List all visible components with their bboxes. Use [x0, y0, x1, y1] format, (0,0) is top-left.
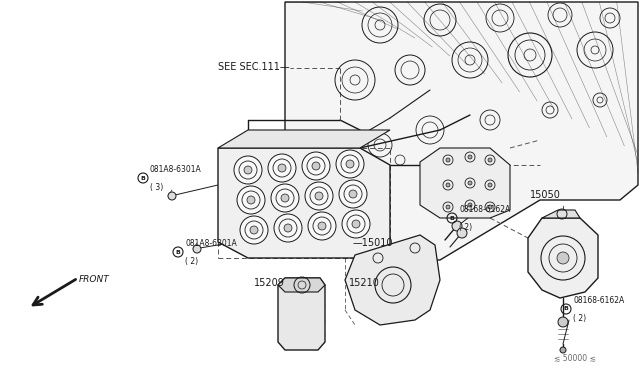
Circle shape	[237, 186, 265, 214]
Circle shape	[468, 181, 472, 185]
Circle shape	[312, 162, 320, 170]
Circle shape	[560, 347, 566, 353]
Circle shape	[557, 252, 569, 264]
Circle shape	[302, 152, 330, 180]
Circle shape	[193, 245, 201, 253]
Text: 15209: 15209	[254, 278, 285, 288]
Circle shape	[268, 154, 296, 182]
Circle shape	[281, 194, 289, 202]
Circle shape	[284, 224, 292, 232]
Circle shape	[446, 183, 450, 187]
Circle shape	[318, 222, 326, 230]
Circle shape	[250, 226, 258, 234]
Circle shape	[342, 210, 370, 238]
Circle shape	[308, 212, 336, 240]
Circle shape	[336, 150, 364, 178]
Circle shape	[305, 182, 333, 210]
Circle shape	[488, 183, 492, 187]
Circle shape	[271, 184, 299, 212]
Circle shape	[488, 158, 492, 162]
Circle shape	[468, 155, 472, 159]
Polygon shape	[345, 235, 440, 325]
Circle shape	[558, 317, 568, 327]
Text: B: B	[141, 176, 145, 180]
Polygon shape	[278, 278, 325, 292]
Polygon shape	[278, 278, 325, 350]
Text: SEE SEC.111—: SEE SEC.111—	[218, 62, 290, 72]
Text: ≲ 50000 ≲: ≲ 50000 ≲	[554, 353, 596, 362]
Circle shape	[240, 216, 268, 244]
Circle shape	[315, 192, 323, 200]
Circle shape	[446, 205, 450, 209]
Polygon shape	[218, 130, 390, 148]
Circle shape	[457, 228, 467, 238]
Text: 081A8-6301A: 081A8-6301A	[150, 165, 202, 174]
Circle shape	[346, 160, 354, 168]
Circle shape	[446, 158, 450, 162]
Circle shape	[168, 192, 176, 200]
Polygon shape	[420, 148, 510, 218]
Circle shape	[244, 166, 252, 174]
Text: ( 2): ( 2)	[573, 314, 586, 323]
Polygon shape	[528, 218, 598, 298]
Text: 08168-6162A: 08168-6162A	[459, 205, 510, 214]
Text: B: B	[564, 307, 568, 311]
Circle shape	[349, 190, 357, 198]
Text: 15210: 15210	[349, 278, 380, 288]
Text: 15050: 15050	[530, 190, 561, 200]
Circle shape	[247, 196, 255, 204]
Polygon shape	[542, 210, 580, 218]
Circle shape	[339, 180, 367, 208]
Circle shape	[352, 220, 360, 228]
Text: ( 2): ( 2)	[459, 223, 472, 232]
Polygon shape	[285, 2, 638, 260]
Text: —15010: —15010	[353, 238, 394, 248]
Polygon shape	[218, 148, 390, 258]
Text: B: B	[175, 250, 180, 254]
Circle shape	[278, 164, 286, 172]
Circle shape	[468, 203, 472, 207]
Circle shape	[488, 205, 492, 209]
Text: ( 2): ( 2)	[185, 257, 198, 266]
Text: ( 3): ( 3)	[150, 183, 163, 192]
Text: 08168-6162A: 08168-6162A	[573, 296, 624, 305]
Circle shape	[274, 214, 302, 242]
Circle shape	[234, 156, 262, 184]
Text: B: B	[449, 215, 454, 221]
Text: FRONT: FRONT	[79, 276, 109, 285]
Circle shape	[452, 221, 462, 231]
Text: 081A8-6301A: 081A8-6301A	[185, 239, 237, 248]
